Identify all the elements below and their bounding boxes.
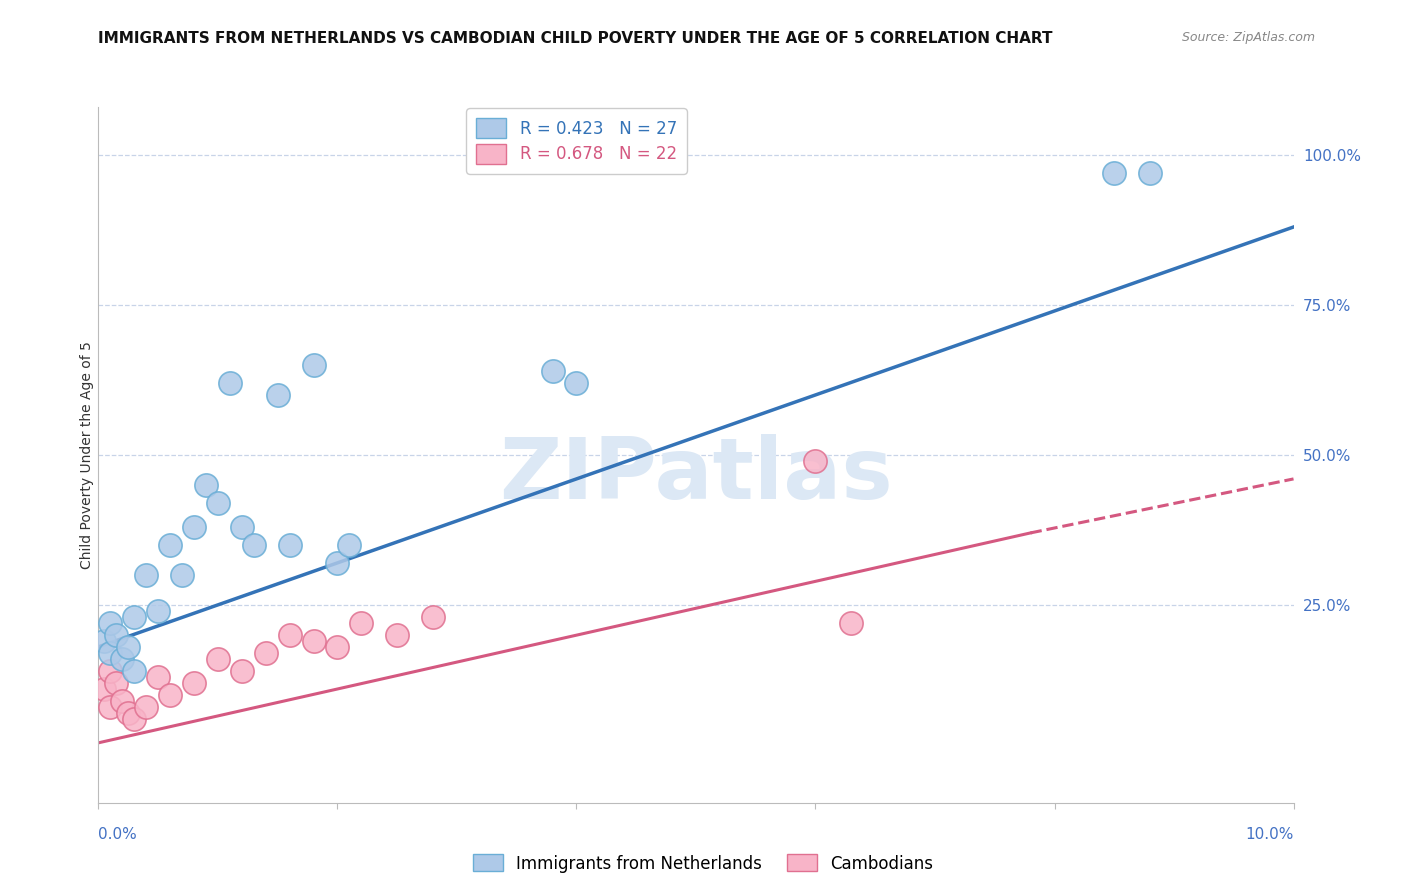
Point: [422, 610, 444, 624]
Point: [326, 640, 349, 654]
Point: [278, 538, 301, 552]
Point: [326, 556, 349, 570]
Point: [159, 538, 181, 552]
Text: 0.0%: 0.0%: [98, 827, 138, 841]
Point: [243, 538, 266, 552]
Point: [100, 664, 122, 678]
Text: ZIPatlas: ZIPatlas: [499, 434, 893, 517]
Legend: Immigrants from Netherlands, Cambodians: Immigrants from Netherlands, Cambodians: [465, 847, 941, 880]
Point: [124, 664, 146, 678]
Point: [111, 694, 134, 708]
Point: [1139, 166, 1161, 180]
Point: [254, 646, 277, 660]
Point: [111, 652, 134, 666]
Legend: R = 0.423   N = 27, R = 0.678   N = 22: R = 0.423 N = 27, R = 0.678 N = 22: [467, 109, 686, 174]
Point: [350, 615, 373, 630]
Point: [117, 640, 139, 654]
Point: [302, 633, 325, 648]
Point: [124, 610, 146, 624]
Point: [565, 376, 588, 390]
Point: [172, 567, 194, 582]
Y-axis label: Child Poverty Under the Age of 5: Child Poverty Under the Age of 5: [80, 341, 94, 569]
Point: [100, 699, 122, 714]
Point: [278, 628, 301, 642]
Point: [207, 496, 229, 510]
Point: [267, 388, 290, 402]
Text: Source: ZipAtlas.com: Source: ZipAtlas.com: [1181, 31, 1315, 45]
Text: IMMIGRANTS FROM NETHERLANDS VS CAMBODIAN CHILD POVERTY UNDER THE AGE OF 5 CORREL: IMMIGRANTS FROM NETHERLANDS VS CAMBODIAN…: [98, 31, 1053, 46]
Point: [1104, 166, 1126, 180]
Point: [841, 615, 863, 630]
Point: [385, 628, 409, 642]
Point: [541, 364, 564, 378]
Point: [183, 676, 205, 690]
Point: [117, 706, 139, 720]
Point: [124, 712, 146, 726]
Point: [93, 681, 115, 696]
Point: [339, 538, 360, 552]
Point: [183, 520, 205, 534]
Point: [804, 454, 827, 468]
Text: 10.0%: 10.0%: [1246, 827, 1294, 841]
Point: [159, 688, 181, 702]
Point: [231, 520, 253, 534]
Point: [195, 478, 218, 492]
Point: [207, 652, 229, 666]
Point: [148, 670, 170, 684]
Point: [93, 633, 115, 648]
Point: [148, 604, 170, 618]
Point: [135, 699, 157, 714]
Point: [105, 676, 128, 690]
Point: [135, 567, 157, 582]
Point: [231, 664, 253, 678]
Point: [105, 628, 128, 642]
Point: [302, 358, 325, 372]
Point: [100, 615, 122, 630]
Point: [100, 646, 122, 660]
Point: [219, 376, 242, 390]
